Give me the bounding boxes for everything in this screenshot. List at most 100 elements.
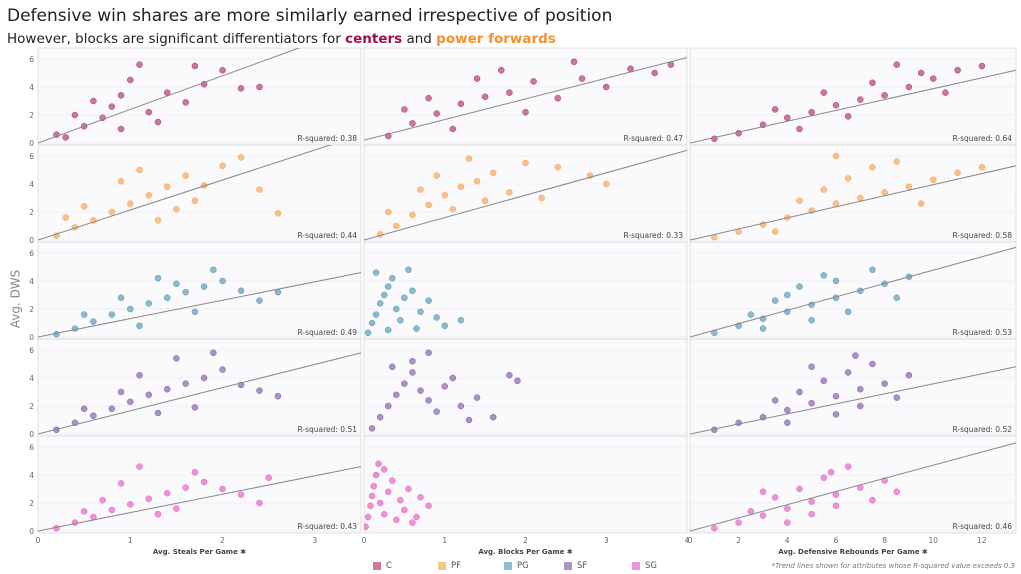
subtitle-prefix: However, blocks are significant differen… <box>7 31 346 47</box>
data-point-sf <box>465 416 473 424</box>
r-squared-label: R-squared: 0.51 <box>297 425 357 434</box>
data-point-c <box>433 110 440 117</box>
r-squared-label: R-squared: 0.33 <box>623 231 683 240</box>
x-tick-label: 10 <box>929 536 939 545</box>
trend-line <box>690 69 1016 144</box>
r-squared-label: R-squared: 0.43 <box>297 522 357 531</box>
data-point-sf <box>832 411 840 418</box>
data-point-c <box>401 106 408 113</box>
trend-line <box>38 272 361 338</box>
data-point-sg <box>80 508 88 515</box>
data-point-sf <box>820 377 828 384</box>
data-point-sg <box>759 488 767 495</box>
data-point-sg <box>832 502 840 509</box>
legend-item-sg: SG <box>632 561 657 571</box>
data-point-sf <box>433 408 440 415</box>
data-point-c <box>881 92 888 99</box>
data-point-pg <box>844 308 852 315</box>
data-point-sg <box>808 498 815 505</box>
data-point-pf <box>917 200 925 207</box>
panel-frame <box>363 241 688 340</box>
data-point-pg <box>393 305 400 313</box>
data-point-pf <box>182 172 189 179</box>
r-squared-label: R-squared: 0.58 <box>952 231 1012 240</box>
x-tick-label: 12 <box>977 536 987 545</box>
data-point-pg <box>747 311 755 318</box>
data-point-pf <box>145 191 152 199</box>
page-title: Defensive win shares are more similarly … <box>7 6 613 26</box>
data-point-sg <box>145 495 152 502</box>
legend-label: PF <box>451 561 462 571</box>
data-point-sf <box>417 387 424 394</box>
data-point-sf <box>393 391 400 398</box>
data-point-c <box>449 125 457 133</box>
x-axis-label: Avg. Steals Per Game ✱ <box>153 548 246 556</box>
data-point-pg <box>425 297 432 304</box>
legend-swatch <box>564 562 572 570</box>
data-point-sf <box>425 349 432 356</box>
data-point-sf <box>173 355 180 362</box>
data-point-pf <box>465 155 473 163</box>
data-point-sg <box>256 499 263 507</box>
y-tick-label: 2 <box>29 499 34 508</box>
data-point-c <box>154 118 162 126</box>
data-point-sg <box>389 477 396 484</box>
data-point-pf <box>117 177 125 185</box>
legend-item-pf: PF <box>438 561 461 571</box>
y-tick-label: 2 <box>29 305 34 314</box>
data-point-pf <box>80 203 88 210</box>
y-tick-label: 6 <box>29 55 34 64</box>
data-point-pg <box>759 325 767 332</box>
y-tick-label: 0 <box>29 430 34 439</box>
data-point-sg <box>380 466 388 473</box>
data-point-sf <box>784 407 791 414</box>
panel-frame <box>37 47 362 146</box>
subtitle-mid: and <box>402 31 437 47</box>
data-point-pf <box>393 222 400 230</box>
data-point-pg <box>832 277 840 285</box>
data-point-c <box>930 75 937 82</box>
data-point-pg <box>771 297 779 304</box>
data-point-sf <box>163 386 171 393</box>
data-point-c <box>570 58 578 65</box>
data-point-pf <box>441 191 448 199</box>
data-point-c <box>905 83 913 91</box>
data-point-c <box>978 62 986 70</box>
data-point-pg <box>441 322 448 329</box>
x-tick-label: 2 <box>220 536 225 545</box>
y-tick-label: 4 <box>29 471 34 480</box>
data-point-pf <box>274 210 282 217</box>
data-point-pf <box>256 186 263 193</box>
legend-label: PG <box>517 561 529 571</box>
data-point-sf <box>80 405 88 412</box>
data-point-pf <box>538 194 545 202</box>
data-point-pf <box>978 163 986 171</box>
data-point-c <box>62 134 69 141</box>
data-point-c <box>893 61 900 68</box>
r-squared-label: R-squared: 0.38 <box>297 134 357 143</box>
data-point-sf <box>784 419 791 426</box>
legend-swatch <box>373 562 381 570</box>
data-point-c <box>796 125 803 133</box>
data-point-pf <box>603 180 610 188</box>
data-point-c <box>917 69 925 77</box>
data-point-sf <box>449 374 457 382</box>
data-point-pf <box>62 214 69 221</box>
data-point-pg <box>71 325 79 332</box>
data-point-pg <box>385 326 392 334</box>
data-point-pf <box>869 163 876 171</box>
y-tick-label: 6 <box>29 443 34 452</box>
data-point-pf <box>930 176 937 184</box>
data-point-c <box>942 89 949 96</box>
r-squared-label: R-squared: 0.47 <box>623 134 683 143</box>
data-point-pf <box>417 186 424 193</box>
data-point-sf <box>869 360 876 368</box>
data-point-pf <box>449 205 457 213</box>
data-point-sg <box>401 506 408 514</box>
subtitle-power-forwards: power forwards <box>436 31 556 47</box>
data-point-sg <box>409 519 416 526</box>
data-point-pg <box>389 275 396 282</box>
trend-line <box>38 466 361 532</box>
x-tick-label: 3 <box>604 536 609 545</box>
data-point-pf <box>237 154 245 161</box>
